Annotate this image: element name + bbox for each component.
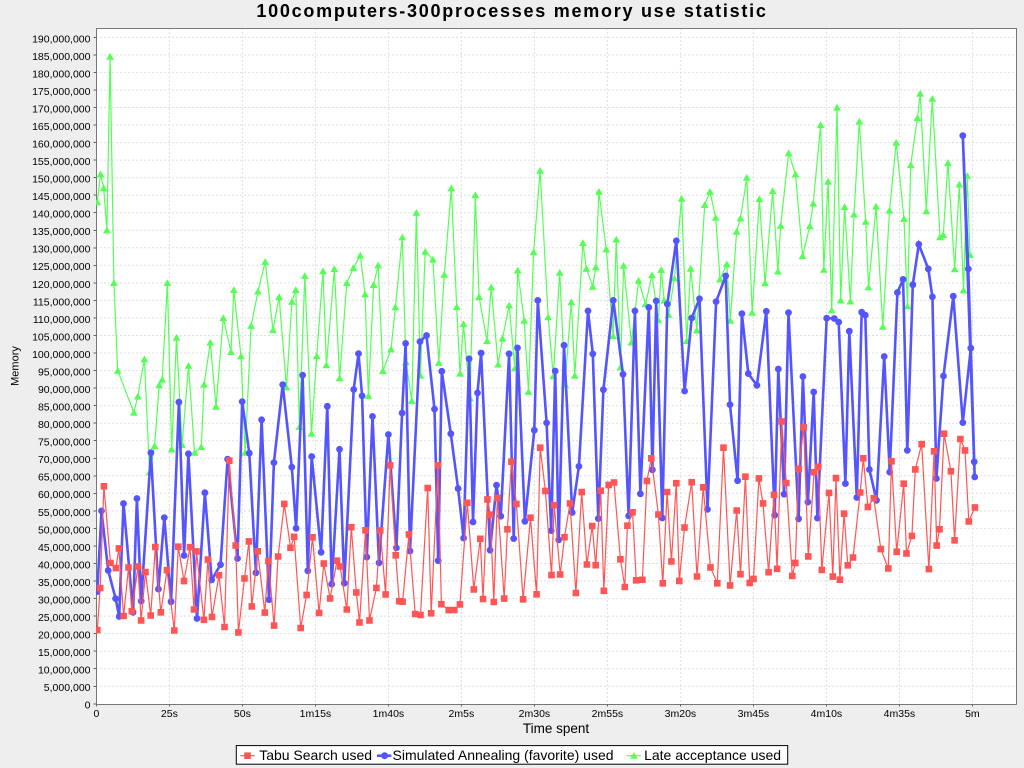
svg-text:65,000,000: 65,000,000: [38, 472, 91, 484]
svg-text:25s: 25s: [161, 708, 178, 720]
svg-text:0: 0: [93, 708, 99, 720]
svg-text:175,000,000: 175,000,000: [32, 86, 91, 98]
svg-text:15,000,000: 15,000,000: [38, 647, 91, 659]
svg-text:165,000,000: 165,000,000: [32, 121, 91, 133]
svg-text:150,000,000: 150,000,000: [32, 174, 91, 186]
svg-text:35,000,000: 35,000,000: [38, 577, 91, 589]
svg-text:45,000,000: 45,000,000: [38, 542, 91, 554]
svg-text:4m10s: 4m10s: [811, 708, 843, 720]
svg-text:110,000,000: 110,000,000: [33, 314, 91, 326]
svg-text:2m5s: 2m5s: [449, 708, 475, 720]
svg-text:185,000,000: 185,000,000: [32, 51, 91, 63]
svg-text:115,000,000: 115,000,000: [33, 296, 91, 308]
svg-text:180,000,000: 180,000,000: [32, 68, 91, 80]
svg-text:155,000,000: 155,000,000: [32, 156, 91, 168]
svg-text:85,000,000: 85,000,000: [38, 402, 91, 414]
svg-text:130,000,000: 130,000,000: [32, 244, 91, 256]
svg-text:140,000,000: 140,000,000: [32, 209, 91, 221]
svg-text:55,000,000: 55,000,000: [38, 507, 91, 519]
svg-text:Simulated Annealing (favorite): Simulated Annealing (favorite) used: [393, 747, 614, 763]
svg-text:Tabu Search used: Tabu Search used: [259, 747, 372, 763]
svg-text:95,000,000: 95,000,000: [38, 367, 91, 379]
svg-text:70,000,000: 70,000,000: [38, 454, 91, 466]
svg-text:90,000,000: 90,000,000: [38, 384, 91, 396]
svg-text:50,000,000: 50,000,000: [38, 524, 91, 536]
svg-text:5,000,000: 5,000,000: [44, 682, 91, 694]
svg-text:105,000,000: 105,000,000: [32, 331, 91, 343]
svg-text:Memory: Memory: [10, 346, 22, 386]
svg-text:20,000,000: 20,000,000: [38, 630, 91, 642]
svg-text:3m45s: 3m45s: [738, 708, 770, 720]
svg-text:170,000,000: 170,000,000: [32, 103, 91, 115]
svg-text:2m30s: 2m30s: [519, 708, 551, 720]
svg-text:190,000,000: 190,000,000: [32, 33, 91, 45]
svg-text:40,000,000: 40,000,000: [38, 559, 91, 571]
svg-text:1m15s: 1m15s: [300, 708, 332, 720]
svg-text:100,000,000: 100,000,000: [32, 349, 91, 361]
svg-text:50s: 50s: [234, 708, 251, 720]
svg-text:1m40s: 1m40s: [373, 708, 405, 720]
svg-text:25,000,000: 25,000,000: [38, 612, 91, 624]
svg-text:3m20s: 3m20s: [665, 708, 697, 720]
svg-text:80,000,000: 80,000,000: [38, 419, 91, 431]
svg-text:100computers-300processes memo: 100computers-300processes memory use sta…: [256, 1, 767, 21]
svg-text:125,000,000: 125,000,000: [32, 261, 91, 273]
svg-text:4m35s: 4m35s: [884, 708, 916, 720]
svg-text:Time spent: Time spent: [523, 721, 590, 736]
svg-text:5m: 5m: [965, 708, 980, 720]
svg-text:160,000,000: 160,000,000: [32, 139, 91, 151]
svg-text:0: 0: [85, 700, 91, 712]
svg-text:60,000,000: 60,000,000: [38, 489, 91, 501]
svg-text:10,000,000: 10,000,000: [38, 665, 91, 677]
svg-text:Late acceptance used: Late acceptance used: [644, 747, 781, 763]
svg-text:145,000,000: 145,000,000: [32, 191, 91, 203]
svg-text:120,000,000: 120,000,000: [32, 279, 91, 291]
svg-text:135,000,000: 135,000,000: [32, 226, 91, 238]
svg-text:30,000,000: 30,000,000: [38, 595, 91, 607]
svg-text:2m55s: 2m55s: [592, 708, 624, 720]
svg-text:75,000,000: 75,000,000: [38, 437, 91, 449]
